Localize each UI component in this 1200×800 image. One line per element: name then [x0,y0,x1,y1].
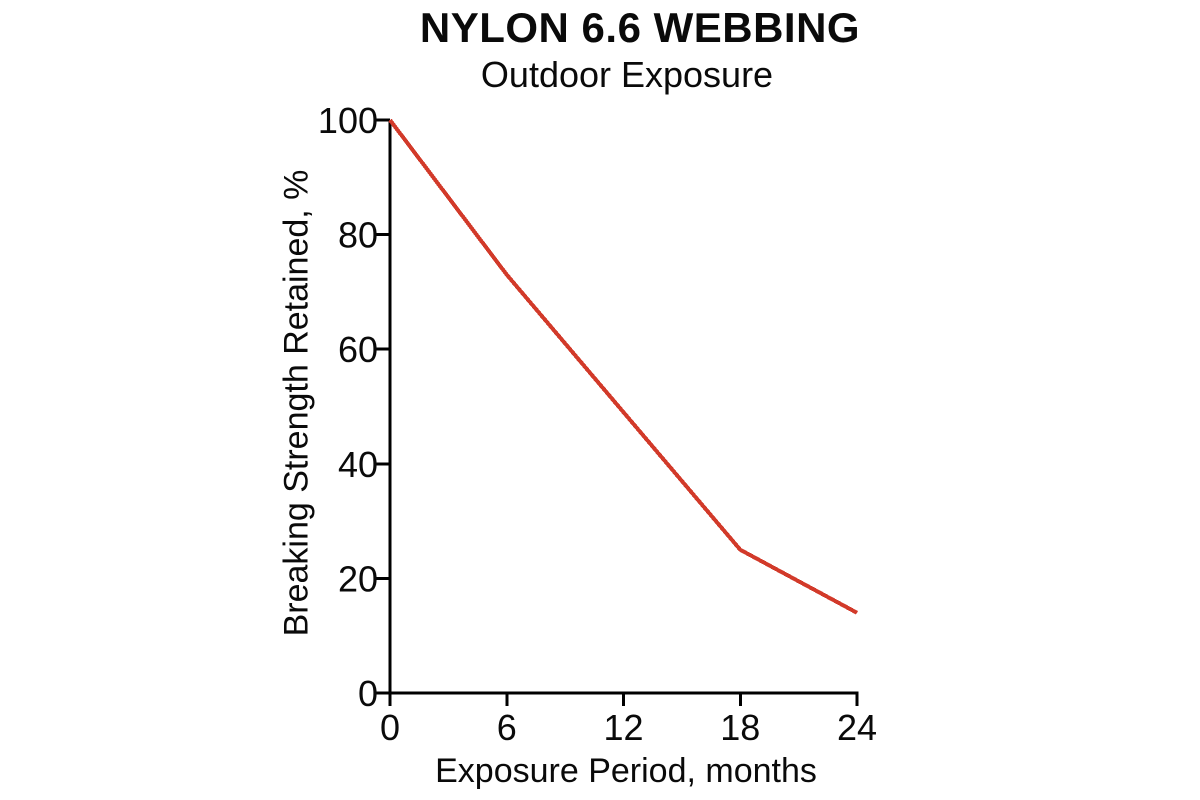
x-tick-label: 6 [497,707,517,748]
axes [388,120,859,695]
x-tick-label: 24 [837,707,877,748]
y-tick-label: 100 [318,100,378,141]
x-tick-label: 0 [380,707,400,748]
y-tick-label: 80 [338,215,378,256]
x-axis-title: Exposure Period, months [435,752,817,790]
tick-labels: 0 6 12 18 24 0 20 40 60 80 100 [318,100,877,748]
tick-marks [374,118,859,706]
x-tick-label: 18 [720,707,760,748]
strength-retained-line [388,118,858,615]
chart-title: NYLON 6.6 WEBBING [419,4,861,51]
y-tick-label: 60 [338,329,378,370]
y-tick-label: 20 [338,558,378,599]
x-tick-label: 12 [603,707,643,748]
chart-subtitle: Outdoor Exposure [480,54,774,95]
data-series [388,118,858,615]
y-tick-label: 0 [358,673,378,714]
y-tick-label: 40 [338,444,378,485]
